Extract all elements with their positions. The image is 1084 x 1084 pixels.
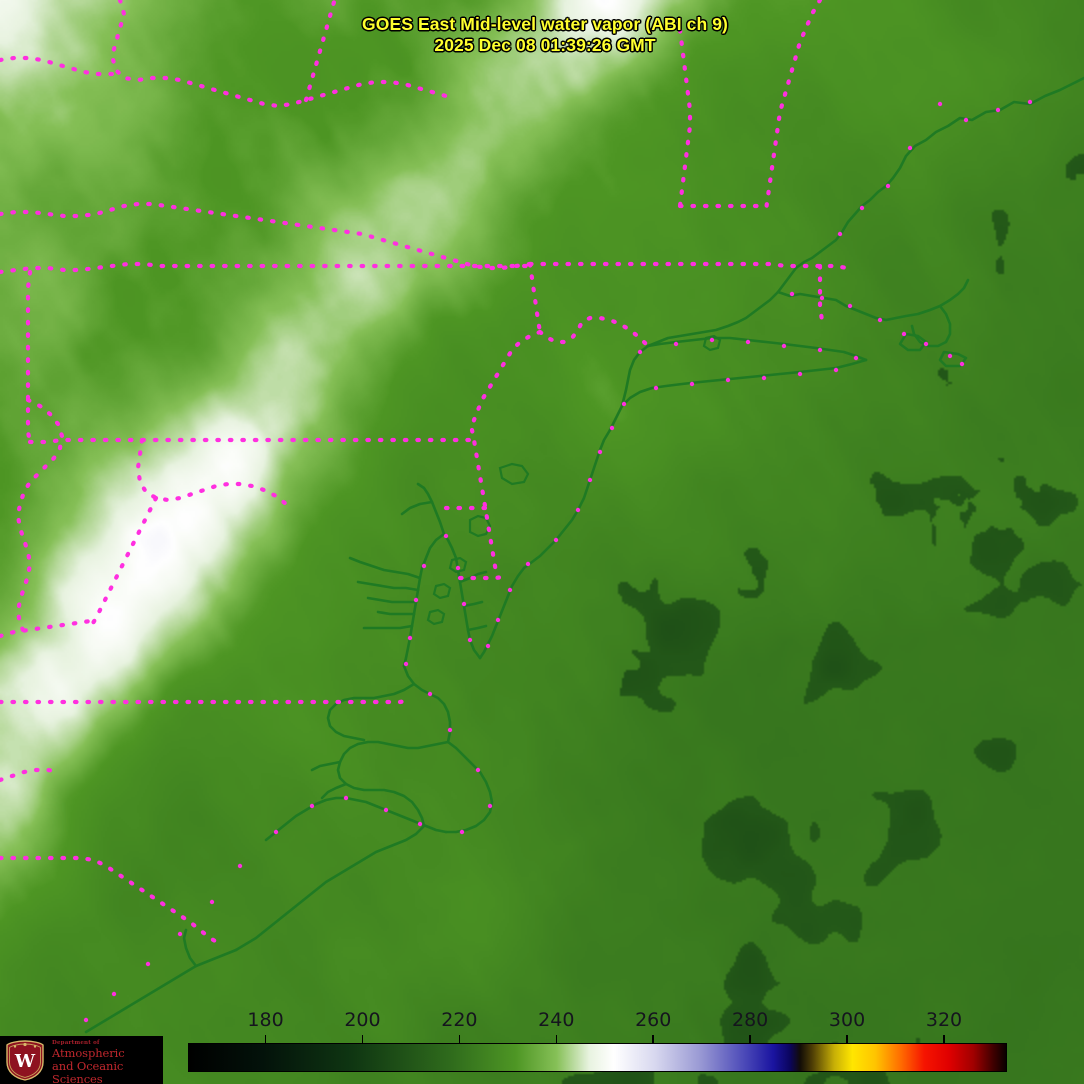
colorbar-tick	[749, 1035, 751, 1043]
uw-crest-icon: W	[6, 1040, 44, 1081]
logo-name-line-1: Atmospheric	[52, 1046, 125, 1060]
colorbar-tick	[652, 1035, 654, 1043]
svg-text:W: W	[14, 1051, 36, 1072]
colorbar-tick	[264, 1035, 267, 1043]
colorbar-tick-label: 180	[247, 1009, 284, 1031]
colorbar-tick-label: 200	[344, 1009, 381, 1031]
colorbar-tick	[846, 1035, 848, 1043]
colorbar-tick	[555, 1035, 558, 1043]
political-border-layer	[0, 0, 851, 947]
colorbar-tick	[361, 1035, 364, 1043]
colorbar-tick-label: 260	[635, 1009, 672, 1031]
colorbar-tick-label: 300	[828, 1009, 866, 1031]
colorbar-gradient	[188, 1043, 1007, 1072]
colorbar-tick	[458, 1035, 461, 1043]
coastal-border-dots	[83, 99, 1033, 1023]
colorbar-tick-label: 280	[732, 1009, 769, 1031]
logo-name-line-2: and Oceanic Sciences	[52, 1059, 124, 1084]
colorbar-tick	[943, 1035, 945, 1043]
coastal-islands	[426, 334, 722, 626]
uw-aos-logo: W Department of Atmospheric and Oceanic …	[0, 1036, 163, 1084]
logo-department-line: Department of	[52, 1040, 100, 1046]
colorbar-tick-label: 320	[925, 1009, 963, 1031]
logo-wordmark: Department of Atmospheric and Oceanic Sc…	[52, 1040, 162, 1084]
colorbar-tick-label: 240	[538, 1009, 575, 1031]
colorbar-tick-label: 220	[441, 1009, 478, 1031]
